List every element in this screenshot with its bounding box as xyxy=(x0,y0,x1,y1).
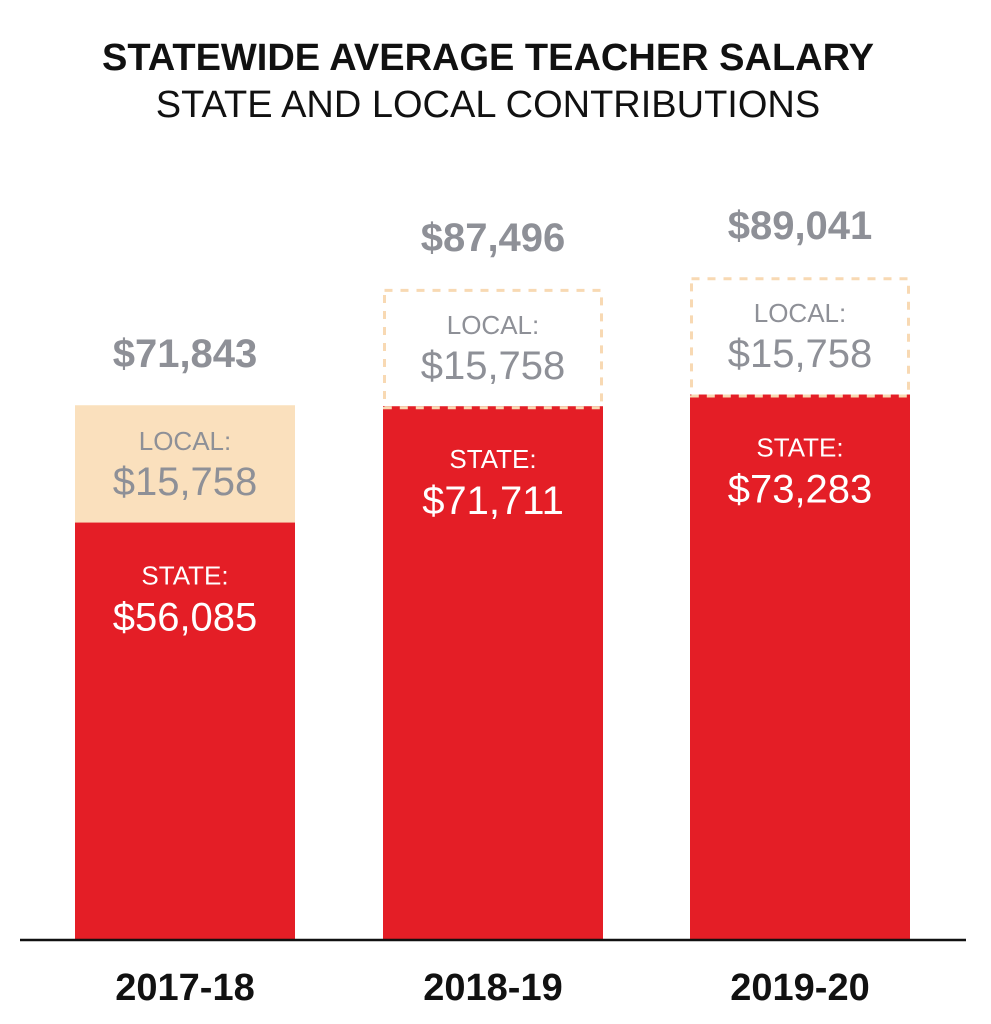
bars-group: LOCAL: $15,758 STATE: $56,085 $71,843 2017-18… xyxy=(75,204,910,1009)
local-value-label: $15,758 xyxy=(421,344,566,388)
state-bar-2017-18 xyxy=(75,522,295,940)
local-name-label: LOCAL: xyxy=(754,298,847,328)
state-bar-2018-19 xyxy=(383,406,603,941)
state-name-label: STATE: xyxy=(141,561,228,591)
x-tick-label: 2019-20 xyxy=(730,967,869,1009)
local-value-label: $15,758 xyxy=(728,332,873,376)
chart-subtitle: STATE AND LOCAL CONTRIBUTIONS xyxy=(156,84,820,126)
local-name-label: LOCAL: xyxy=(139,426,232,456)
total-label: $89,041 xyxy=(728,204,873,248)
state-value-label: $71,711 xyxy=(422,479,564,523)
x-tick-label: 2017-18 xyxy=(115,967,254,1009)
local-name-label: LOCAL: xyxy=(447,310,540,340)
chart-title: STATEWIDE AVERAGE TEACHER SALARY xyxy=(102,37,874,79)
state-name-label: STATE: xyxy=(756,433,843,463)
local-value-label: $15,758 xyxy=(113,460,258,504)
state-name-label: STATE: xyxy=(449,444,536,474)
state-value-label: $73,283 xyxy=(728,468,873,512)
total-label: $87,496 xyxy=(421,216,566,260)
state-value-label: $56,085 xyxy=(113,596,258,640)
x-tick-label: 2018-19 xyxy=(423,967,562,1009)
local-bar-outline-2018-19 xyxy=(383,288,603,410)
local-bar-2017-18 xyxy=(75,405,295,523)
total-label: $71,843 xyxy=(113,332,258,376)
state-bar-2019-20 xyxy=(690,394,910,940)
local-bar-outline-2019-20 xyxy=(690,277,910,398)
